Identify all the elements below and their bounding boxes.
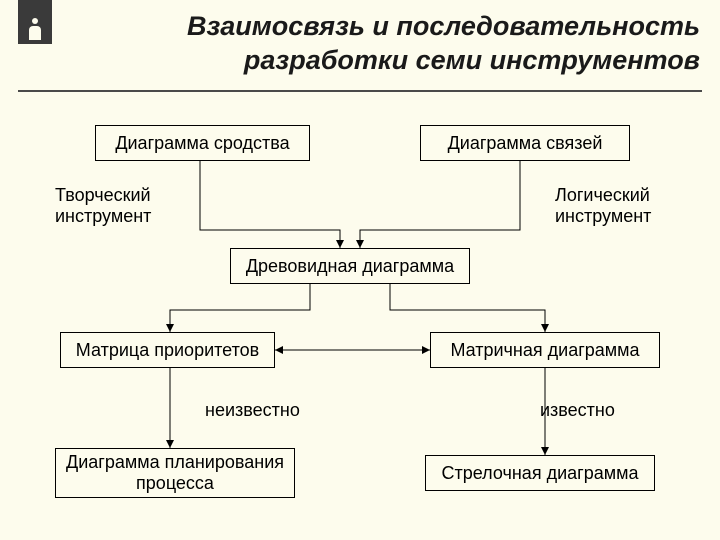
annot-creative-l2: инструмент	[55, 206, 151, 226]
annot-known: известно	[540, 400, 615, 421]
title-line-1: Взаимосвязь и последовательность	[187, 11, 700, 41]
annot-creative-tool: Творческий инструмент	[55, 185, 151, 226]
annot-creative-l1: Творческий	[55, 185, 151, 205]
node-priority-matrix: Матрица приоритетов	[60, 332, 275, 368]
node-arrow-diagram: Стрелочная диаграмма	[425, 455, 655, 491]
annot-logical-l2: инструмент	[555, 206, 651, 226]
title-line-2: разработки семи инструментов	[244, 45, 700, 75]
annot-logical-tool: Логический инструмент	[555, 185, 651, 226]
node-tree-diagram: Древовидная диаграмма	[230, 248, 470, 284]
page-title: Взаимосвязь и последовательность разрабо…	[70, 10, 700, 78]
node-relations-diagram: Диаграмма связей	[420, 125, 630, 161]
node-affinity-diagram: Диаграмма сродства	[95, 125, 310, 161]
annot-logical-l1: Логический	[555, 185, 650, 205]
slide-badge-icon	[18, 0, 52, 44]
node-process-planning: Диаграмма планирования процесса	[55, 448, 295, 498]
node-matrix-diagram: Матричная диаграмма	[430, 332, 660, 368]
annot-unknown: неизвестно	[205, 400, 300, 421]
title-rule	[18, 90, 702, 92]
